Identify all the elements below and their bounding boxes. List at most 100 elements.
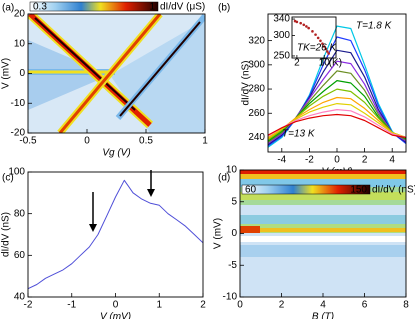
heatmap-image [28,14,205,133]
y-tick-label: 40 [14,292,26,303]
heatmap-band [240,245,406,257]
heatmap-band [240,236,406,242]
inset-point [314,33,317,36]
y-tick-label: -5 [228,260,237,271]
y-tick-label: 20 [14,9,26,20]
annotation: T=13 K [282,129,316,140]
y-tick-label: 280 [248,84,265,95]
inset-point [324,47,328,51]
x-tick-label: 8 [403,300,409,311]
x-tick-label: -4 [277,155,286,166]
heatmap-spot [240,226,260,233]
y-tick-label: 0 [231,228,237,239]
heatmap-band [58,14,162,133]
y-tick-label: 10 [14,38,26,49]
y-axis-label: dI/dV (nS) [1,212,12,257]
colorbar-min: 60 [245,185,257,196]
inset-annotation: TK=26 K [297,43,338,54]
inset-point [321,42,324,45]
inset-x-tick-label: 2 [294,58,300,69]
x-tick-label: 1 [202,136,208,147]
heatmap-band [240,215,406,225]
line-series [267,96,407,140]
colorbar-label: dI/dV (μS) [160,2,205,13]
x-tick-label: 4 [389,155,395,166]
line-series [267,36,407,147]
inset-y-tick-label: 340 [273,14,290,25]
inset-point [319,39,322,43]
plot-frame [27,13,206,134]
x-tick-label: 6 [362,300,368,311]
y-tick-label: -10 [223,292,238,303]
y-tick-label: 300 [248,59,265,70]
inset-y-tick-label: 300 [273,30,290,41]
y-tick-label: 60 [14,250,26,261]
x-tick-label: 0 [113,300,119,311]
line-series [27,179,204,290]
y-tick-label: -10 [11,98,26,109]
plot-frame [239,169,407,298]
inset-point [305,25,308,28]
y-tick-label: 320 [248,35,265,46]
inset-y-tick-label: 250 [273,51,290,62]
y-tick-label: 260 [248,108,265,119]
x-tick-label: 0 [237,300,243,311]
heatmap-band [240,179,406,187]
x-tick-label: -2 [305,155,314,166]
heatmap-band [240,174,406,179]
heatmap-band [240,192,406,200]
inset-point [295,20,299,24]
line-series [267,113,407,139]
y-axis-label: V (mV) [213,218,224,249]
plot-frame [27,171,204,298]
arrow-head [147,189,155,197]
colorbar-label: dI/dV (nS) [372,185,415,196]
x-tick-label: -0.5 [19,136,37,147]
inset-point [307,26,310,30]
plot-frame [267,13,407,153]
x-tick-label: -2 [24,300,33,311]
x-axis-label: B (T) [312,312,334,319]
colorbar-max: 1 [149,2,155,13]
y-tick-label: 100 [8,167,25,178]
inset-point [322,45,326,48]
panel-label: (c) [2,173,14,184]
x-tick-label: 2 [200,300,206,311]
colorbar [241,184,371,195]
y-axis-label: V (mV) [1,58,12,89]
inset-point [311,30,314,33]
x-tick-label: 0 [334,155,340,166]
y-tick-label: -20 [11,128,26,139]
y-tick-label: 240 [248,132,265,143]
y-tick-label: 10 [226,165,238,176]
panel-label: (d) [218,173,230,184]
colorbar [29,1,159,12]
inset-x-tick-label: 10 [319,58,331,69]
inset-point [316,36,320,40]
inset-point [299,21,302,25]
inset-point [327,52,330,55]
colorbar-min: 0.3 [33,2,47,13]
heatmap-band [240,228,406,232]
x-axis-label: V (mV) [100,312,131,319]
arrow-head [89,224,97,232]
panel-label: (b) [218,3,230,14]
x-tick-label: 0 [84,136,90,147]
y-axis-label: dI/dV (nS) [241,60,252,105]
inset-point [302,23,306,27]
heatmap-band [240,170,406,174]
x-axis-label: Vg (V) [102,148,130,159]
panel-label: (a) [2,3,14,14]
x-tick-label: 4 [320,300,326,311]
inset-x-label: T (K) [320,58,342,69]
y-tick-label: 5 [231,196,237,207]
colorbar-max: 150 [350,185,367,196]
line-series [267,109,407,139]
heatmap-band [34,17,136,111]
y-tick-label: 0 [19,68,25,79]
x-tick-label: 2 [279,300,285,311]
annotation: T=1.8 K [356,21,393,32]
inset-bg [291,16,337,59]
x-tick-label: -1 [67,300,76,311]
